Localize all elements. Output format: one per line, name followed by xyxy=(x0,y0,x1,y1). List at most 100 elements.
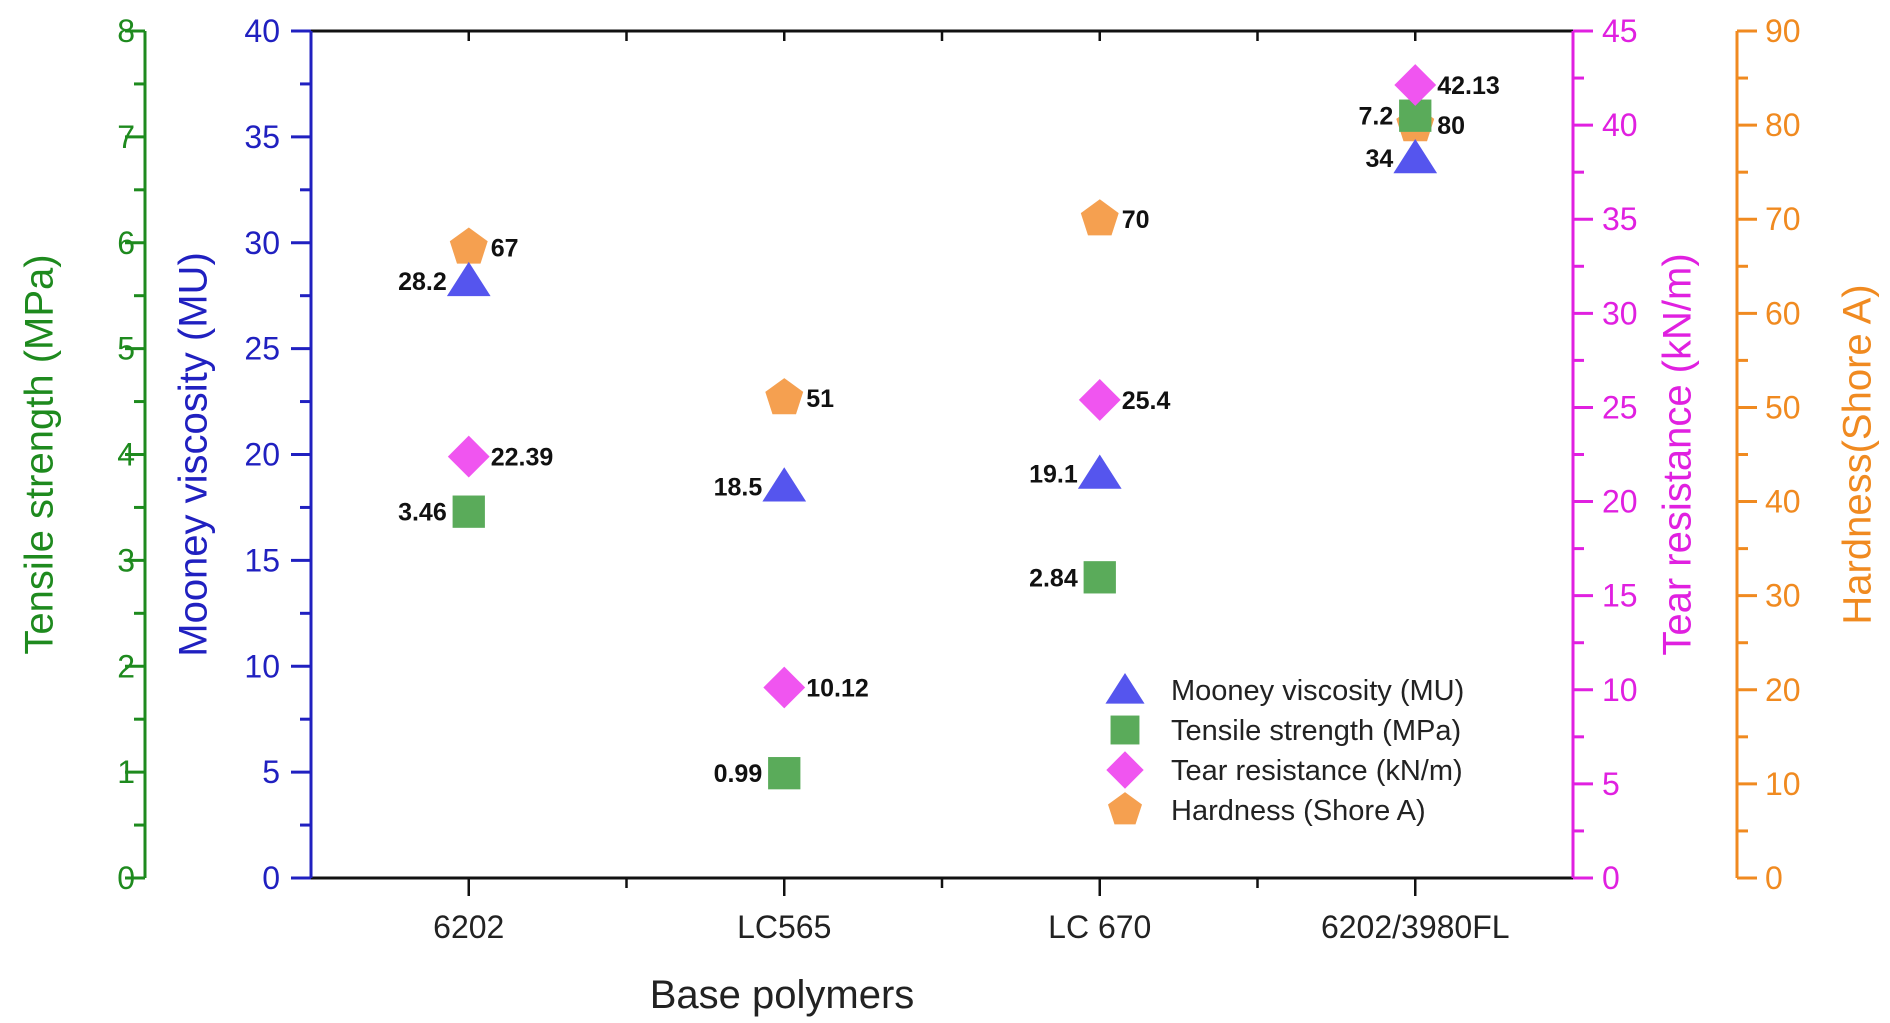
y-axis-tear: 0 5 10 15 20 25 30 35 40 45 Tear resistance (kN/m) xyxy=(1571,13,1700,896)
y-tick-label: 25 xyxy=(244,331,280,367)
legend-marker-tear xyxy=(1106,751,1144,789)
data-point-hardness xyxy=(765,378,804,415)
y-tick-label: 7 xyxy=(117,119,135,155)
y-axis-title-tear: Tear resistance (kN/m) xyxy=(1656,253,1700,655)
data-label-mooney: 28.2 xyxy=(398,268,447,296)
series-tear: 22.39 10.12 25.4 42.13 xyxy=(447,64,1500,709)
legend-label: Tear resistance (kN/m) xyxy=(1171,755,1463,787)
y-axis-mooney: 0 5 10 15 20 25 30 35 40 Mooney viscosity (MU) xyxy=(172,13,313,896)
data-point-tear xyxy=(1078,379,1121,421)
y-tick-label: 8 xyxy=(117,13,135,49)
data-label-tensile: 7.2 xyxy=(1358,103,1393,131)
data-point-hardness xyxy=(449,227,488,264)
y-tick-label: 3 xyxy=(117,542,135,578)
data-point-mooney xyxy=(1077,454,1122,489)
legend-marker-mooney xyxy=(1105,673,1145,704)
y-tick-label: 10 xyxy=(244,648,280,684)
y-tick-label: 40 xyxy=(1602,107,1638,143)
data-point-tear xyxy=(1394,64,1437,106)
y-tick-label: 2 xyxy=(117,648,135,684)
series-tensile: 3.46 0.99 2.84 7.2 xyxy=(398,99,1432,790)
y-tick-label: 4 xyxy=(117,437,135,473)
data-label-mooney: 19.1 xyxy=(1029,461,1078,489)
y-axis-title-hardness: Hardness(Shore A) xyxy=(1836,284,1880,624)
x-tick-label: 6202/3980FL xyxy=(1321,909,1510,945)
x-tick-label: LC 670 xyxy=(1048,909,1151,945)
y-tick-label: 60 xyxy=(1765,295,1801,331)
x-tick-label: 6202 xyxy=(433,909,504,945)
data-point-mooney xyxy=(1393,139,1438,174)
data-label-tensile: 3.46 xyxy=(398,499,447,527)
x-axis: 6202 LC565 LC 670 6202/3980FL Base polymers xyxy=(433,31,1510,1017)
x-tick-label: LC565 xyxy=(737,909,831,945)
y-tick-label: 5 xyxy=(262,754,280,790)
y-tick-label: 0 xyxy=(1765,860,1783,896)
data-label-tensile: 0.99 xyxy=(714,760,763,788)
y-tick-label: 30 xyxy=(1765,578,1801,614)
data-point-mooney xyxy=(762,467,807,502)
y-tick-label: 15 xyxy=(244,542,280,578)
y-tick-label: 80 xyxy=(1765,107,1801,143)
y-tick-label: 35 xyxy=(1602,201,1638,237)
legend-marker-tensile xyxy=(1110,715,1140,745)
data-point-hardness xyxy=(1080,199,1119,236)
legend-item: Mooney viscosity (MU) xyxy=(1105,673,1464,707)
data-point-tensile xyxy=(768,757,801,790)
data-label-hardness: 67 xyxy=(491,234,519,262)
y-tick-label: 15 xyxy=(1602,578,1638,614)
legend: Mooney viscosity (MU) Tensile strength (M… xyxy=(1105,673,1464,827)
y-tick-label: 40 xyxy=(244,13,280,49)
data-point-tear xyxy=(763,666,806,709)
y-tick-label: 6 xyxy=(117,225,135,261)
y-tick-label: 30 xyxy=(244,225,280,261)
y-tick-label: 90 xyxy=(1765,13,1801,49)
data-label-mooney: 34 xyxy=(1365,145,1393,173)
y-axis-title-mooney: Mooney viscosity (MU) xyxy=(172,252,216,657)
y-tick-label: 10 xyxy=(1765,766,1801,802)
y-tick-label: 20 xyxy=(1602,484,1638,520)
y-tick-label: 35 xyxy=(244,119,280,155)
data-label-tear: 10.12 xyxy=(806,675,869,703)
y-tick-label: 20 xyxy=(1765,672,1801,708)
y-tick-label: 30 xyxy=(1602,295,1638,331)
legend-marker-hardness xyxy=(1108,792,1142,825)
series-hardness: 67 51 70 80 xyxy=(449,105,1465,415)
legend-item: Hardness (Shore A) xyxy=(1108,792,1426,827)
y-tick-label: 20 xyxy=(244,437,280,473)
data-label-tear: 25.4 xyxy=(1122,387,1171,415)
x-axis-title: Base polymers xyxy=(650,973,915,1017)
data-point-tear xyxy=(447,435,490,478)
y-tick-label: 45 xyxy=(1602,13,1638,49)
y-axis-title-tensile: Tensile strength (MPa) xyxy=(18,254,62,654)
data-label-hardness: 70 xyxy=(1122,206,1150,234)
legend-label: Mooney viscosity (MU) xyxy=(1171,675,1464,707)
legend-label: Tensile strength (MPa) xyxy=(1171,715,1461,747)
data-label-tensile: 2.84 xyxy=(1029,564,1078,592)
legend-item: Tear resistance (kN/m) xyxy=(1106,751,1463,789)
legend-label: Hardness (Shore A) xyxy=(1171,795,1426,827)
legend-item: Tensile strength (MPa) xyxy=(1110,715,1461,747)
data-label-hardness: 51 xyxy=(806,385,834,413)
y-tick-label: 5 xyxy=(117,331,135,367)
y-tick-label: 70 xyxy=(1765,201,1801,237)
data-point-mooney xyxy=(446,261,491,297)
y-tick-label: 0 xyxy=(1602,860,1620,896)
data-label-tear: 22.39 xyxy=(491,444,554,472)
y-tick-label: 40 xyxy=(1765,484,1801,520)
y-tick-label: 0 xyxy=(262,860,280,896)
y-tick-label: 5 xyxy=(1602,766,1620,802)
y-tick-label: 50 xyxy=(1765,389,1801,425)
y-tick-label: 10 xyxy=(1602,672,1638,708)
y-tick-label: 25 xyxy=(1602,389,1638,425)
data-point-tensile xyxy=(452,495,485,528)
y-axis-tensile: 0 1 2 3 4 5 6 7 8 Tensile strength (MPa) xyxy=(18,13,147,896)
y-tick-label: 0 xyxy=(117,860,135,896)
y-axis-hardness: 0 10 20 30 40 50 60 70 80 90 Hardness(Shore A) xyxy=(1735,13,1880,896)
series-mooney: 28.2 18.5 19.1 34 xyxy=(398,139,1438,502)
data-point-tensile xyxy=(1083,561,1116,594)
data-label-mooney: 18.5 xyxy=(714,473,763,501)
